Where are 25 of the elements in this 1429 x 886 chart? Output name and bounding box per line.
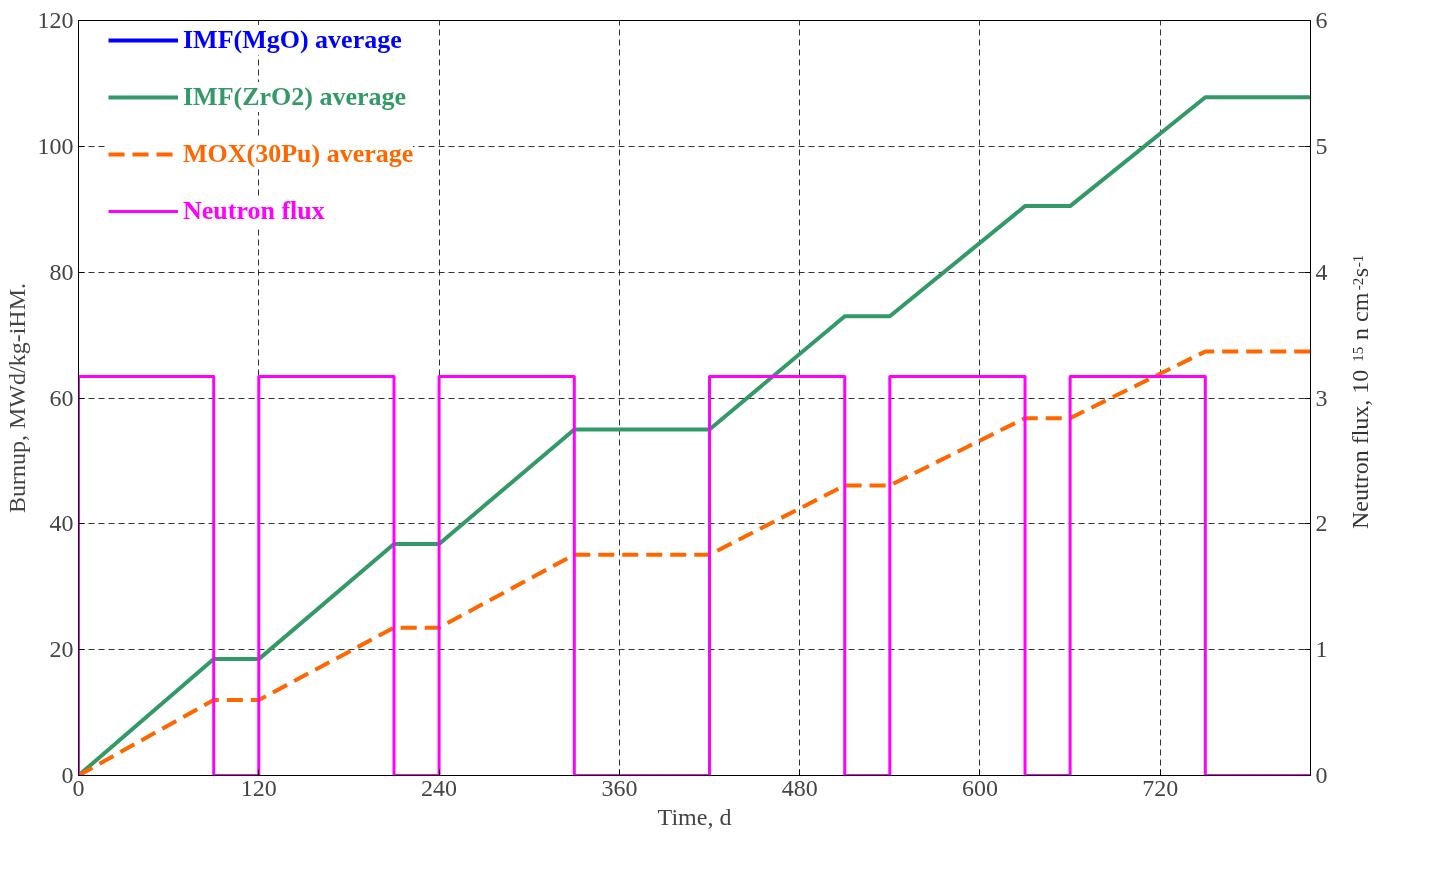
y-tick-label: 20 <box>49 636 74 663</box>
x-tick-label: 120 <box>240 774 277 801</box>
x-tick-label: 240 <box>421 774 458 801</box>
y2-tick-label: 2 <box>1315 510 1328 537</box>
y2-tick-label: 4 <box>1315 258 1328 285</box>
y2-tick-label: 5 <box>1315 132 1328 159</box>
x-tick-label: 600 <box>961 774 998 801</box>
y2-tick-label: 3 <box>1315 384 1328 411</box>
y-tick-label: 100 <box>37 132 74 159</box>
x-tick-label: 360 <box>601 774 638 801</box>
x-tick-label: 720 <box>1142 774 1179 801</box>
legend-label: IMF(MgO) average <box>183 25 402 55</box>
legend-label: MOX(30Pu) average <box>183 139 414 169</box>
legend-label: Neutron flux <box>183 196 325 226</box>
y-tick-label: 80 <box>49 258 74 285</box>
y2-tick-label: 1 <box>1315 636 1328 663</box>
y-tick-label: 120 <box>37 7 74 33</box>
legend-label: IMF(ZrO2) average <box>183 82 407 112</box>
y2-tick-label: 6 <box>1315 7 1328 33</box>
y-tick-label: 40 <box>49 510 74 537</box>
y-tick-label: 60 <box>49 384 74 411</box>
y2-axis-title: Neutron flux, 1015 n cm-2s-1 <box>1346 254 1373 529</box>
x-tick-label: 480 <box>781 774 818 801</box>
y-axis-title: Burnup, MWd/kg-iHM. <box>3 283 30 513</box>
x-axis-title: Time, d <box>657 803 732 830</box>
